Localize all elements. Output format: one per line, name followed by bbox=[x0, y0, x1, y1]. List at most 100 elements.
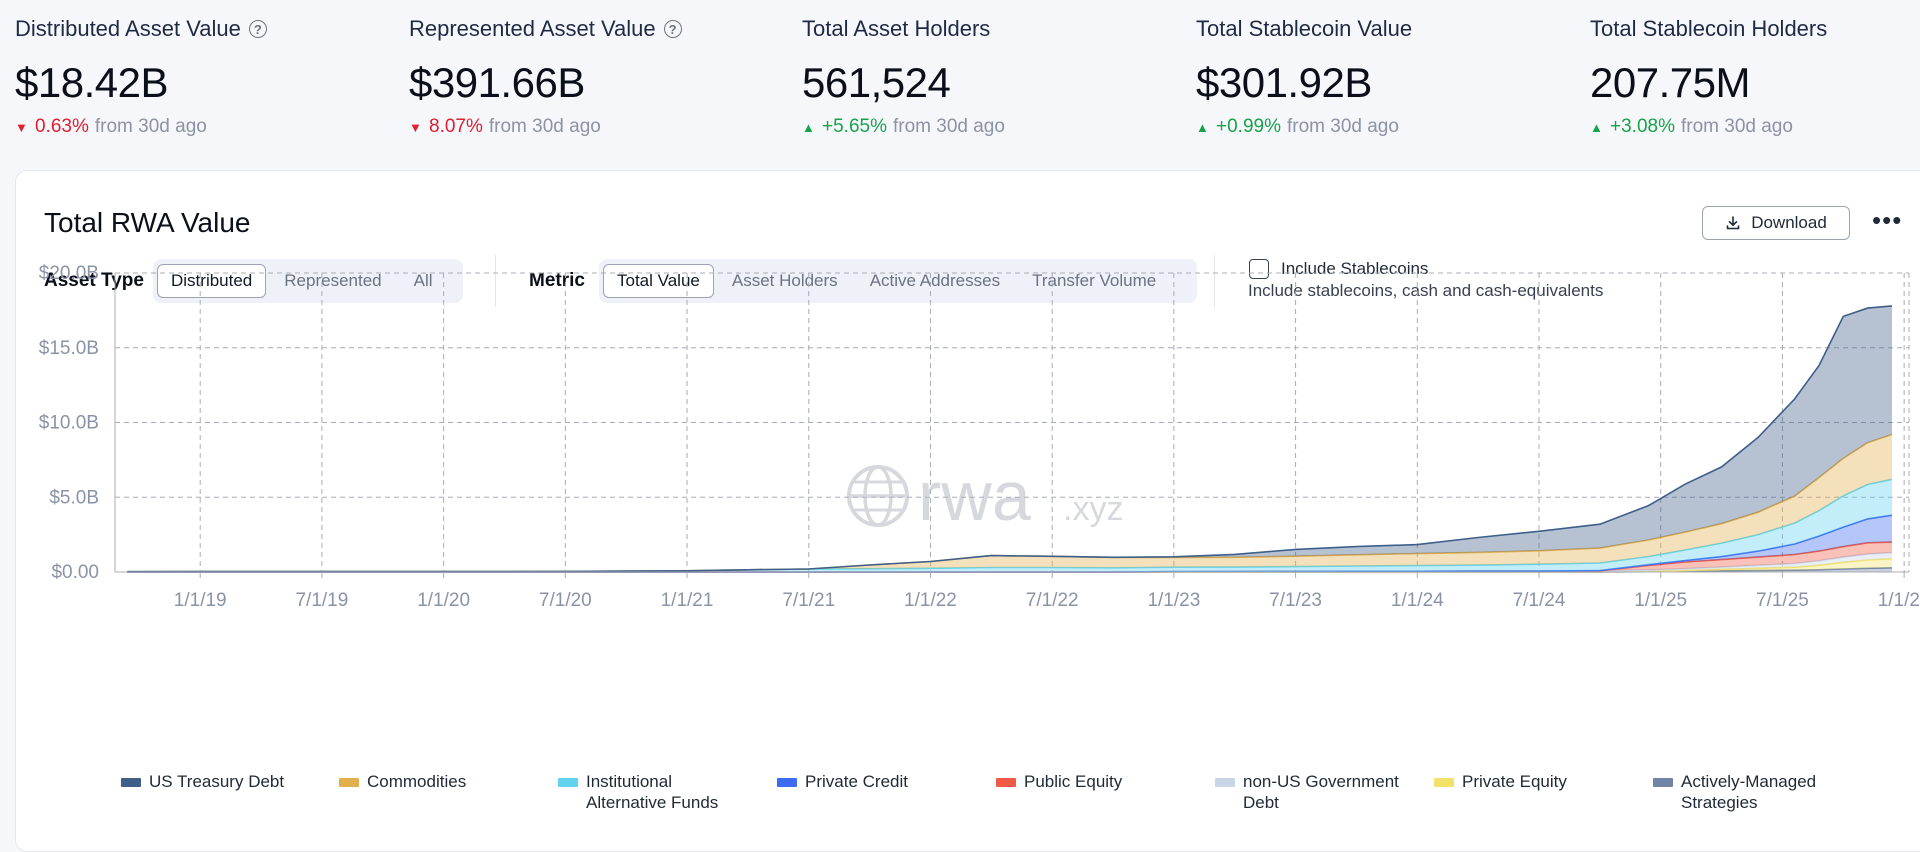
stat-change: +0.99% bbox=[1216, 116, 1281, 137]
legend-label: Private Equity bbox=[1462, 772, 1567, 791]
watermark-suffix: .xyz bbox=[1063, 490, 1123, 528]
asset-type-segmented-control: Distributed Represented All bbox=[153, 259, 463, 303]
legend-label: Private Credit bbox=[805, 772, 908, 791]
rwa-chart-card: Total RWA Value Download ••• Asset Type … bbox=[15, 170, 1920, 852]
y-tick-label: $0.00 bbox=[51, 562, 99, 583]
x-tick-label: 1/1/19 bbox=[174, 590, 227, 611]
legend-swatch bbox=[1653, 778, 1673, 787]
legend-label: Institutional Alternative Funds bbox=[586, 772, 719, 812]
legend-swatch bbox=[1434, 778, 1454, 787]
stat-value: $301.92B bbox=[1196, 59, 1372, 106]
stat-distributed-asset-value: Distributed Asset Value ? $18.42B ▼ 0.63… bbox=[15, 14, 395, 138]
stat-title: Total Asset Holders bbox=[802, 16, 991, 41]
asset-type-option-all[interactable]: All bbox=[413, 271, 433, 290]
legend-item-public-equity[interactable]: Public Equity bbox=[996, 771, 1122, 792]
stat-change-suffix: from 30d ago bbox=[1680, 116, 1793, 137]
stat-change: 0.63% bbox=[35, 116, 89, 137]
y-tick-label: $20.0B bbox=[39, 263, 99, 284]
legend-item-us-treasury-debt[interactable]: US Treasury Debt bbox=[121, 771, 284, 792]
legend-swatch bbox=[121, 778, 141, 787]
legend-swatch bbox=[777, 778, 797, 787]
x-tick-label: 1/1/22 bbox=[904, 590, 957, 611]
legend-swatch bbox=[996, 778, 1016, 787]
legend-label: US Treasury Debt bbox=[149, 772, 285, 791]
metric-option-asset-holders[interactable]: Asset Holders bbox=[731, 271, 838, 290]
x-tick-label: 7/1/20 bbox=[539, 590, 592, 611]
legend-label: Public Equity bbox=[1024, 772, 1123, 791]
legend-swatch bbox=[1215, 778, 1235, 787]
stat-title: Represented Asset Value bbox=[409, 16, 656, 41]
stat-title: Total Stablecoin Holders bbox=[1590, 16, 1828, 41]
watermark: rwa .xyz bbox=[847, 457, 1123, 535]
more-options-button[interactable]: ••• bbox=[1872, 205, 1903, 235]
line-us-treasury-debt bbox=[127, 305, 1893, 573]
download-label: Download bbox=[1751, 213, 1827, 232]
x-tick-label: 7/1/21 bbox=[782, 590, 835, 611]
stat-change-suffix: from 30d ago bbox=[488, 116, 601, 137]
asset-type-option-distributed[interactable]: Distributed bbox=[157, 264, 267, 298]
download-icon bbox=[1726, 216, 1740, 230]
chart-card-title: Total RWA Value bbox=[44, 207, 251, 238]
include-stablecoins-checkbox[interactable] bbox=[1249, 259, 1269, 279]
globe-icon bbox=[847, 465, 909, 527]
x-tick-label: 1/1/26 bbox=[1878, 590, 1920, 611]
x-tick-label: 1/1/21 bbox=[661, 590, 714, 611]
stat-total-stablecoin-value: Total Stablecoin Value $301.92B ▲ +0.99%… bbox=[1196, 14, 1576, 138]
metric-segmented-control: Total Value Asset Holders Active Address… bbox=[599, 259, 1197, 303]
legend-item-private-credit[interactable]: Private Credit bbox=[777, 771, 908, 792]
legend-label: non-US Government Debt bbox=[1243, 772, 1399, 812]
asset-type-label: Asset Type bbox=[44, 270, 144, 291]
rwa-area-chart: rwa .xyz $0.00 $5.0B $10.0B $15.0B $20.0B 1/1… bbox=[39, 263, 1920, 611]
stat-change: +5.65% bbox=[822, 116, 887, 137]
stats-header: Distributed Asset Value ? $18.42B ▼ 0.63… bbox=[0, 0, 1920, 170]
stat-value: 207.75M bbox=[1590, 59, 1750, 106]
arrow-up-icon: ▲ bbox=[1590, 119, 1603, 135]
stat-change-suffix: from 30d ago bbox=[1286, 116, 1399, 137]
arrow-down-icon: ▼ bbox=[15, 119, 28, 135]
stat-value: 561,524 bbox=[802, 59, 951, 106]
legend-item-private-equity[interactable]: Private Equity bbox=[1434, 771, 1567, 792]
divider bbox=[495, 255, 496, 307]
arrow-down-icon: ▼ bbox=[409, 119, 422, 135]
help-icon[interactable]: ? bbox=[663, 20, 682, 38]
legend-item-actively-managed-strategies[interactable]: Actively-Managed Strategies bbox=[1653, 771, 1861, 813]
include-stablecoins-label: Include Stablecoins bbox=[1281, 259, 1429, 278]
legend-item-non-us-government-debt[interactable]: non-US Government Debt bbox=[1215, 771, 1408, 813]
help-icon[interactable]: ? bbox=[248, 20, 267, 38]
x-tick-label: 1/1/25 bbox=[1634, 590, 1687, 611]
x-tick-label: 1/1/23 bbox=[1147, 590, 1200, 611]
x-tick-label: 7/1/25 bbox=[1756, 590, 1809, 611]
legend-item-institutional-alternative-funds[interactable]: Institutional Alternative Funds bbox=[558, 771, 736, 813]
legend-label: Actively-Managed Strategies bbox=[1681, 772, 1817, 812]
metric-option-active-addresses[interactable]: Active Addresses bbox=[869, 271, 1001, 290]
x-tick-label: 7/1/24 bbox=[1513, 590, 1566, 611]
stat-total-stablecoin-holders: Total Stablecoin Holders 207.75M ▲ +3.08… bbox=[1590, 14, 1920, 138]
stat-value: $18.42B bbox=[15, 59, 168, 106]
y-tick-label: $5.0B bbox=[49, 487, 99, 508]
stat-title: Distributed Asset Value bbox=[15, 16, 241, 41]
legend-swatch bbox=[339, 778, 359, 787]
y-tick-label: $15.0B bbox=[39, 338, 99, 359]
x-tick-label: 1/1/20 bbox=[417, 590, 470, 611]
stat-total-asset-holders: Total Asset Holders 561,524 ▲ +5.65% fro… bbox=[802, 14, 1182, 138]
stat-change-suffix: from 30d ago bbox=[94, 116, 207, 137]
metric-option-transfer-volume[interactable]: Transfer Volume bbox=[1032, 271, 1157, 290]
stat-value: $391.66B bbox=[409, 59, 585, 106]
asset-type-option-represented[interactable]: Represented bbox=[284, 271, 382, 290]
area-private-equity[interactable] bbox=[127, 558, 1893, 572]
x-tick-label: 1/1/24 bbox=[1391, 590, 1444, 611]
divider bbox=[1214, 255, 1215, 307]
y-tick-label: $10.0B bbox=[39, 413, 99, 434]
download-button[interactable]: Download bbox=[1702, 206, 1850, 240]
metric-label: Metric bbox=[529, 270, 585, 291]
stat-change: +3.08% bbox=[1610, 116, 1675, 137]
stat-change-suffix: from 30d ago bbox=[892, 116, 1005, 137]
x-tick-label: 7/1/19 bbox=[295, 590, 348, 611]
x-tick-label: 7/1/23 bbox=[1269, 590, 1322, 611]
watermark-text: rwa bbox=[918, 457, 1031, 535]
arrow-up-icon: ▲ bbox=[802, 119, 815, 135]
include-stablecoins-description: Include stablecoins, cash and cash-equiv… bbox=[1248, 281, 1604, 300]
metric-option-total-value[interactable]: Total Value bbox=[603, 264, 714, 298]
stat-change: 8.07% bbox=[429, 116, 483, 137]
legend-item-commodities[interactable]: Commodities bbox=[339, 771, 466, 792]
